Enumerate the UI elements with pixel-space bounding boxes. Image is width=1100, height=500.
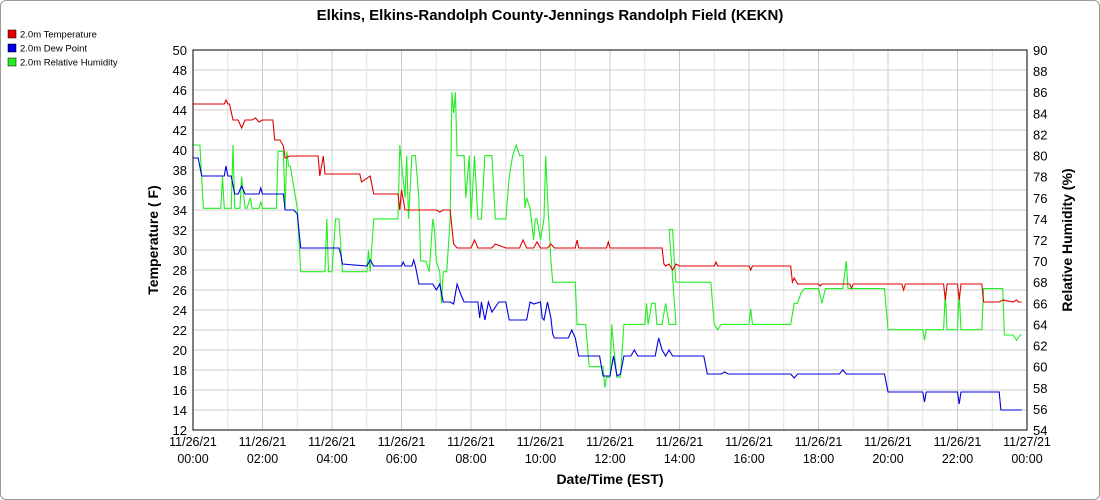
y-tick-label-left: 38 [173, 163, 187, 178]
x-tick-label-time: 18:00 [803, 452, 834, 466]
y-tick-label-left: 18 [173, 363, 187, 378]
y-tick-label-left: 12 [173, 423, 187, 438]
legend-label-humidity: 2.0m Relative Humidity [20, 58, 118, 69]
x-tick-label-date: 11/26/21 [934, 435, 982, 449]
y-tick-label-right: 68 [1033, 275, 1047, 290]
x-tick-label-date: 11/26/21 [308, 435, 356, 449]
x-tick-label-date: 11/26/21 [795, 435, 843, 449]
y-tick-label-right: 80 [1033, 149, 1047, 164]
x-tick-label-time: 22:00 [942, 452, 973, 466]
y-tick-label-left: 20 [173, 343, 187, 358]
y-tick-label-right: 88 [1033, 64, 1047, 79]
y-tick-label-left: 32 [173, 223, 187, 238]
x-tick-label-date: 11/26/21 [725, 435, 773, 449]
y-tick-label-right: 66 [1033, 296, 1047, 311]
x-tick-label-date: 11/26/21 [169, 435, 217, 449]
y-tick-label-left: 50 [173, 43, 187, 58]
legend-swatch-temperature [7, 29, 17, 39]
y-tick-label-left: 14 [173, 403, 187, 418]
legend-swatch-dewpoint [7, 43, 17, 53]
y-tick-label-right: 56 [1033, 402, 1047, 417]
y-tick-label-right: 78 [1033, 170, 1047, 185]
legend: 2.0m Temperature 2.0m Dew Point 2.0m Rel… [7, 29, 118, 69]
y-tick-label-left: 28 [173, 263, 187, 278]
x-tick-label-date: 11/26/21 [378, 435, 426, 449]
x-tick-label-time: 20:00 [872, 452, 903, 466]
x-tick-label-time: 00:00 [1011, 452, 1042, 466]
legend-label-dewpoint: 2.0m Dew Point [20, 44, 87, 55]
y-tick-label-left: 42 [173, 123, 187, 138]
x-tick-label-date: 11/26/21 [656, 435, 704, 449]
y-tick-label-left: 34 [173, 203, 187, 218]
x-tick-label-date: 11/27/21 [1003, 435, 1051, 449]
y-tick-label-left: 48 [173, 63, 187, 78]
x-tick-label-time: 08:00 [455, 452, 486, 466]
x-tick-label-date: 11/26/21 [239, 435, 287, 449]
y-tick-label-left: 16 [173, 383, 187, 398]
x-axis-label: Date/Time (EST) [556, 471, 663, 487]
x-axis-ticks: 11/26/21 00:00 11/26/21 02:00 11/26/21 04:00 1… [169, 435, 1051, 466]
y-tick-label-right: 62 [1033, 339, 1047, 354]
series-line-2-0m-dew-point [193, 157, 1022, 411]
left-axis-ticks: 12 14 16 18 20 22 24 26 28 30 32 34 36 38 40 42 44 46 48 50 [173, 43, 187, 438]
x-tick-label-time: 04:00 [316, 452, 347, 466]
x-tick-label-time: 10:00 [525, 452, 556, 466]
series-line-2-0m-temperature [193, 98, 1022, 303]
y-tick-label-left: 30 [173, 243, 187, 258]
y-tick-label-left: 44 [173, 103, 187, 118]
right-axis-ticks: 54 56 58 60 62 64 66 68 70 72 74 76 78 80 82 84 86 88 90 [1033, 43, 1047, 438]
x-tick-label-date: 11/26/21 [517, 435, 565, 449]
y-tick-label-right: 58 [1033, 381, 1047, 396]
y-axis-label-right: Relative Humidity (%) [1059, 168, 1075, 311]
y-tick-label-right: 60 [1033, 360, 1047, 375]
x-tick-label-time: 12:00 [594, 452, 625, 466]
y-tick-label-right: 74 [1033, 212, 1047, 227]
x-tick-label-time: 06:00 [386, 452, 417, 466]
x-tick-label-time: 02:00 [247, 452, 278, 466]
y-tick-label-right: 82 [1033, 127, 1047, 142]
y-tick-label-right: 72 [1033, 233, 1047, 248]
y-tick-label-right: 64 [1033, 317, 1047, 332]
x-tick-label-date: 11/26/21 [447, 435, 495, 449]
series-layer [193, 92, 1022, 411]
y-tick-label-right: 54 [1033, 423, 1047, 438]
legend-label-temperature: 2.0m Temperature [20, 30, 97, 41]
x-tick-label-time: 16:00 [733, 452, 764, 466]
y-tick-label-left: 26 [173, 283, 187, 298]
legend-swatch-humidity [7, 57, 17, 67]
x-tick-label-time: 00:00 [177, 452, 208, 466]
y-tick-label-right: 70 [1033, 254, 1047, 269]
x-tick-label-time: 14:00 [664, 452, 695, 466]
y-tick-label-left: 24 [173, 303, 187, 318]
y-tick-label-right: 86 [1033, 85, 1047, 100]
series-line-2-0m-relative-humidity [193, 92, 1022, 388]
y-axis-label-left: Temperature ( F) [145, 185, 161, 294]
y-tick-label-left: 46 [173, 83, 187, 98]
y-tick-label-left: 36 [173, 183, 187, 198]
y-tick-label-left: 22 [173, 323, 187, 338]
y-tick-label-right: 90 [1033, 43, 1047, 58]
x-tick-label-date: 11/26/21 [586, 435, 634, 449]
y-tick-label-right: 84 [1033, 106, 1047, 121]
y-tick-label-left: 40 [173, 143, 187, 158]
y-tick-label-right: 76 [1033, 191, 1047, 206]
chart-title: Elkins, Elkins-Randolph County-Jennings … [317, 7, 784, 24]
plot-border [192, 49, 1028, 431]
x-tick-label-date: 11/26/21 [864, 435, 912, 449]
